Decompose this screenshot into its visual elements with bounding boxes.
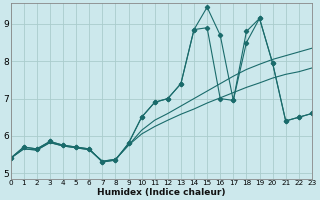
X-axis label: Humidex (Indice chaleur): Humidex (Indice chaleur) bbox=[97, 188, 226, 197]
